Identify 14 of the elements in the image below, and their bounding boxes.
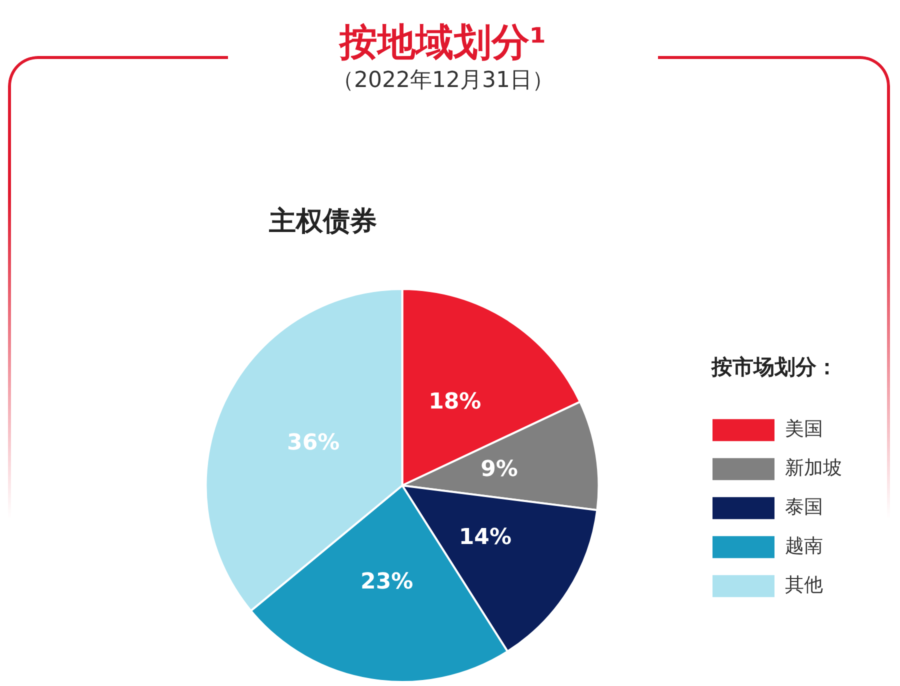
legend-label: 美国 <box>785 418 823 440</box>
data-label: 36% <box>287 430 340 456</box>
data-label: 14% <box>458 524 512 550</box>
legend-title: 按市场划分： <box>710 354 838 379</box>
data-label: 9% <box>480 456 518 482</box>
legend-label: 越南 <box>785 535 823 558</box>
chart-subtitle: （2022年12月31日） <box>331 67 555 95</box>
data-label: 23% <box>360 569 414 594</box>
chart-title: 按地域划分¹ <box>338 19 548 66</box>
text: 主权债券 <box>268 205 378 239</box>
legend-label: 其他 <box>785 574 823 596</box>
data-label: 18% <box>428 389 482 414</box>
legend-label: 新加坡 <box>785 457 842 480</box>
legend-label: 泰国 <box>785 496 823 518</box>
